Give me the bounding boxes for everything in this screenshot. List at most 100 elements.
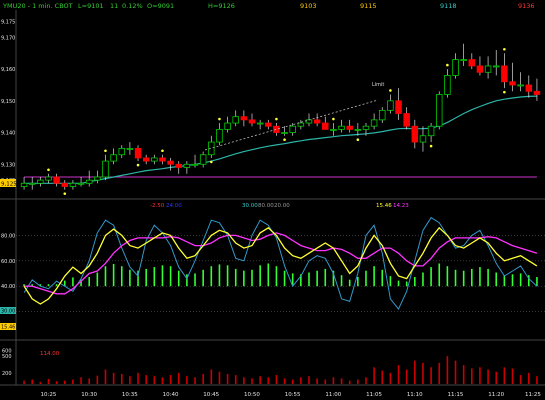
histogram-bar [218, 264, 221, 287]
current-price-label: 9,125 [1, 182, 17, 188]
histogram-bar [291, 273, 294, 287]
high-label: H=9126 [208, 2, 235, 10]
price-tick-label: 9,160 [1, 67, 15, 73]
histogram-bar [137, 270, 139, 287]
volume-bar [112, 372, 115, 384]
time-tick-label: 11:05 [366, 392, 382, 398]
time-tick-label: 10:35 [122, 392, 138, 398]
histogram-bar [405, 281, 408, 287]
histogram-bar [438, 263, 441, 287]
oscillator-histogram [23, 263, 538, 287]
close-label: 9103 [300, 2, 317, 10]
volume-bar [414, 360, 416, 384]
price-tick-label: 9,175 [1, 20, 15, 26]
histogram-bar [454, 269, 457, 287]
candle-body [411, 125, 419, 143]
volume-bar [381, 370, 384, 384]
candle-body [126, 148, 134, 150]
volume-bar [72, 379, 74, 384]
time-tick-label: 11:20 [488, 392, 504, 398]
candle-body [265, 122, 272, 127]
volume-tick-label: 600 [2, 349, 12, 355]
histogram-bar [96, 272, 99, 287]
histogram-bar [145, 268, 147, 287]
signal-dot [136, 163, 140, 167]
change-pct-label: 0.12% [122, 2, 143, 10]
candle-body [167, 160, 174, 165]
volume-bar [454, 360, 457, 384]
candle-body [248, 119, 256, 124]
volume-bar [80, 377, 82, 384]
time-tick-label: 10:25 [40, 392, 56, 398]
signal-dot [283, 138, 286, 142]
histogram-bar [479, 267, 481, 287]
volume-bar [234, 375, 237, 384]
volume-bar [63, 380, 66, 384]
candle-body [134, 148, 142, 159]
candle-body [354, 128, 362, 131]
candle-body [69, 182, 77, 187]
volume-bar [373, 367, 375, 384]
candle-body [322, 122, 329, 130]
time-tick-label: 10:30 [81, 392, 97, 398]
candle-body [387, 100, 394, 111]
volume-bar [519, 375, 522, 384]
candle-body [395, 100, 402, 114]
volume-bar [120, 373, 123, 384]
fast-oscillator-line [23, 216, 538, 311]
symbol-label: YMU20 - 1 min. CBOT [2, 2, 73, 10]
price-tick-label: 9,140 [1, 131, 15, 137]
candle-body [484, 65, 492, 73]
histogram-bar [88, 277, 90, 287]
candle-body [175, 163, 182, 168]
volume-bar [39, 381, 42, 384]
candle-body [85, 179, 93, 184]
candle-body [476, 65, 484, 73]
volume-bar [88, 378, 90, 384]
volume-bar [503, 367, 506, 384]
histogram-bar [39, 284, 42, 287]
volume-bar [31, 379, 34, 384]
candle-body [509, 81, 516, 86]
histogram-bar [210, 266, 213, 287]
candle-body [460, 59, 467, 61]
volume-bar [332, 377, 335, 384]
fast-moving-average-line [24, 95, 537, 184]
histogram-bar [283, 270, 286, 287]
mid-label: 9115 [360, 2, 377, 10]
histogram-bar [495, 272, 498, 287]
volume-bar [243, 377, 245, 384]
histogram-bar [471, 268, 473, 287]
signal-dot [332, 117, 335, 121]
current-price-badge [0, 179, 16, 187]
histogram-bar [169, 266, 172, 287]
candle-body [159, 157, 166, 162]
volume-bar [365, 377, 367, 384]
histogram-bar [267, 263, 270, 287]
signal-dot [503, 90, 506, 94]
volume-bar [536, 376, 538, 384]
stochastic-k-line [23, 226, 538, 305]
price-panel: 9,175 9,170 9,160 9,150 9,140 9,130 9,125 Limi… [0, 20, 541, 195]
candle-body [118, 148, 126, 156]
price-tick-label: 9,130 [1, 162, 15, 168]
volume-tick-label: 200 [2, 371, 12, 377]
osc-badge-2 [0, 323, 16, 330]
volume-bar [348, 380, 351, 384]
histogram-bar [112, 263, 115, 287]
change-label: 11 [110, 2, 118, 10]
candle-body [94, 176, 101, 181]
candle-body [468, 59, 476, 67]
volume-bar [259, 376, 261, 384]
candle-body [452, 59, 459, 76]
signal-dot [389, 89, 392, 92]
candle-body [102, 160, 109, 178]
candle-body [232, 116, 239, 124]
candle-body [338, 125, 345, 130]
signal-dot [210, 160, 213, 164]
candle-body [183, 163, 191, 168]
candle-body [435, 94, 443, 127]
histogram-bar [251, 269, 253, 287]
price-tick-label: 9,150 [1, 99, 15, 105]
